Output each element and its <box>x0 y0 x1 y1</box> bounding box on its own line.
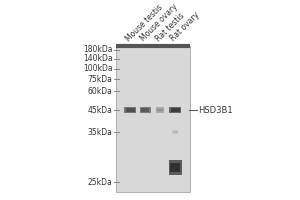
Text: 45kDa: 45kDa <box>88 106 113 115</box>
Text: HSD3B1: HSD3B1 <box>198 106 232 115</box>
Bar <box>116 46 190 192</box>
Text: 140kDa: 140kDa <box>83 54 113 63</box>
Bar <box>171 108 180 112</box>
Bar <box>172 131 178 133</box>
Bar <box>126 108 135 112</box>
Text: 25kDa: 25kDa <box>88 178 113 187</box>
Bar <box>141 108 149 112</box>
Bar <box>140 107 151 113</box>
Text: 60kDa: 60kDa <box>88 87 113 96</box>
Text: Rat testis: Rat testis <box>154 11 186 43</box>
Text: 180kDa: 180kDa <box>83 45 113 54</box>
Text: 75kDa: 75kDa <box>88 75 113 84</box>
Bar <box>124 107 136 113</box>
Text: 100kDa: 100kDa <box>83 64 113 73</box>
Bar <box>170 163 180 172</box>
Text: 35kDa: 35kDa <box>88 128 113 137</box>
Text: Mouse ovary: Mouse ovary <box>139 2 180 43</box>
Bar <box>169 107 181 113</box>
Bar <box>157 109 163 111</box>
Bar <box>172 130 178 134</box>
Bar <box>169 160 182 175</box>
Text: Rat ovary: Rat ovary <box>169 11 201 43</box>
Text: Mouse testis: Mouse testis <box>124 3 164 43</box>
Bar <box>156 107 164 113</box>
